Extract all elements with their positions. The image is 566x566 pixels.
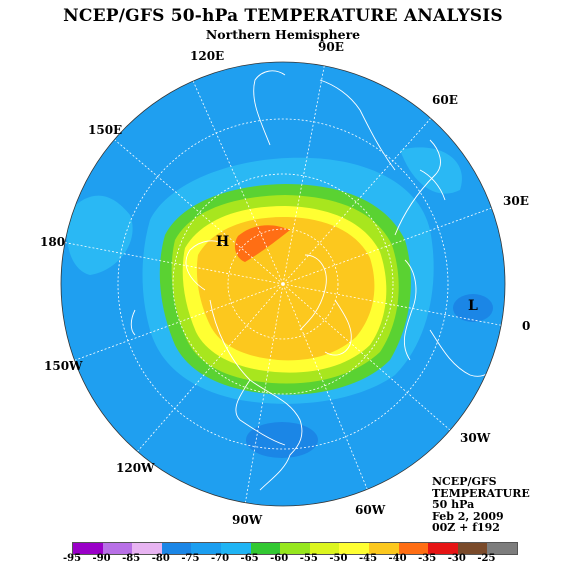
- field-minus75-atlantic: [453, 294, 493, 322]
- lon-label-120e: 120E: [190, 49, 224, 63]
- legend-swatch: [132, 543, 162, 554]
- info-line-date: Feb 2, 2009: [432, 509, 504, 523]
- legend-tick-label: -75: [181, 553, 200, 564]
- legend-tick-label: -65: [240, 553, 259, 564]
- legend-swatch: [220, 543, 251, 554]
- field-minus65-west: [66, 195, 133, 275]
- legend-swatch: [339, 543, 369, 554]
- legend-tick-label: -55: [299, 553, 318, 564]
- lon-label-90e: 90E: [318, 40, 344, 54]
- legend-swatch: [280, 543, 310, 554]
- legend-tick-label: -95: [62, 553, 82, 564]
- lon-label-120w: 120W: [116, 461, 155, 475]
- lon-label-0: 0: [522, 319, 530, 333]
- lon-label-90w: 90W: [232, 513, 263, 527]
- legend-tick-label: -25: [477, 553, 496, 564]
- legend-tick-label: -90: [92, 553, 111, 564]
- info-line-variable: TEMPERATURE: [432, 486, 530, 500]
- legend-tick-label: -85: [122, 553, 141, 564]
- legend-swatch: [309, 543, 340, 554]
- legend-tick-label: -35: [418, 553, 437, 564]
- legend-tick-label: -70: [210, 553, 230, 564]
- legend-tick-label: -60: [270, 553, 289, 564]
- legend-swatch: [428, 543, 458, 554]
- graticule: [61, 62, 505, 506]
- field-minus75-caribbean: [246, 422, 318, 458]
- legend-swatch: [457, 543, 488, 554]
- legend-tick-label: -50: [329, 553, 348, 564]
- info-line-level: 50 hPa: [432, 498, 475, 511]
- info-line-model: NCEP/GFS: [432, 475, 497, 488]
- lon-label-150w: 150W: [44, 359, 83, 373]
- lon-label-30w: 30W: [460, 431, 491, 445]
- color-legend-bar: [72, 542, 518, 555]
- legend-swatch: [191, 543, 221, 554]
- legend-swatch: [250, 543, 281, 554]
- map-border: [60, 61, 506, 507]
- lon-label-60w: 60W: [355, 503, 386, 517]
- legend-tick-label: -45: [358, 553, 378, 564]
- legend-tick-label: -80: [151, 553, 170, 564]
- legend-swatch: [487, 543, 517, 554]
- lon-label-30e: 30E: [503, 194, 529, 208]
- map-title: NCEP/GFS 50-hPa TEMPERATURE ANALYSIS: [63, 6, 503, 26]
- legend-swatch: [102, 543, 133, 554]
- color-legend-labels: -95 -90 -85 -80 -75 -70 -65 -60 -55 -50 -45 -40 -35-…: [0, 553, 566, 565]
- legend-tick-label: -40: [388, 553, 407, 564]
- low-center-label: L: [468, 298, 478, 314]
- legend-swatch: [368, 543, 399, 554]
- lon-label-180: 180: [40, 235, 65, 249]
- info-line-forecast: 00Z + f192: [432, 521, 500, 534]
- lon-label-60e: 60E: [432, 93, 458, 107]
- field-minus65-east: [400, 147, 462, 194]
- high-center-label: H: [216, 234, 229, 250]
- legend-swatch: [73, 543, 103, 554]
- map-subtitle: Northern Hemisphere: [205, 27, 361, 42]
- info-block: NCEP/GFS TEMPERATURE 50 hPa Feb 2, 2009 …: [432, 476, 530, 534]
- field-minus40: [234, 225, 290, 262]
- legend-tick-label: -30: [447, 553, 466, 564]
- legend-swatch: [398, 543, 429, 554]
- lon-label-150e: 150E: [88, 123, 122, 137]
- legend-swatch: [161, 543, 192, 554]
